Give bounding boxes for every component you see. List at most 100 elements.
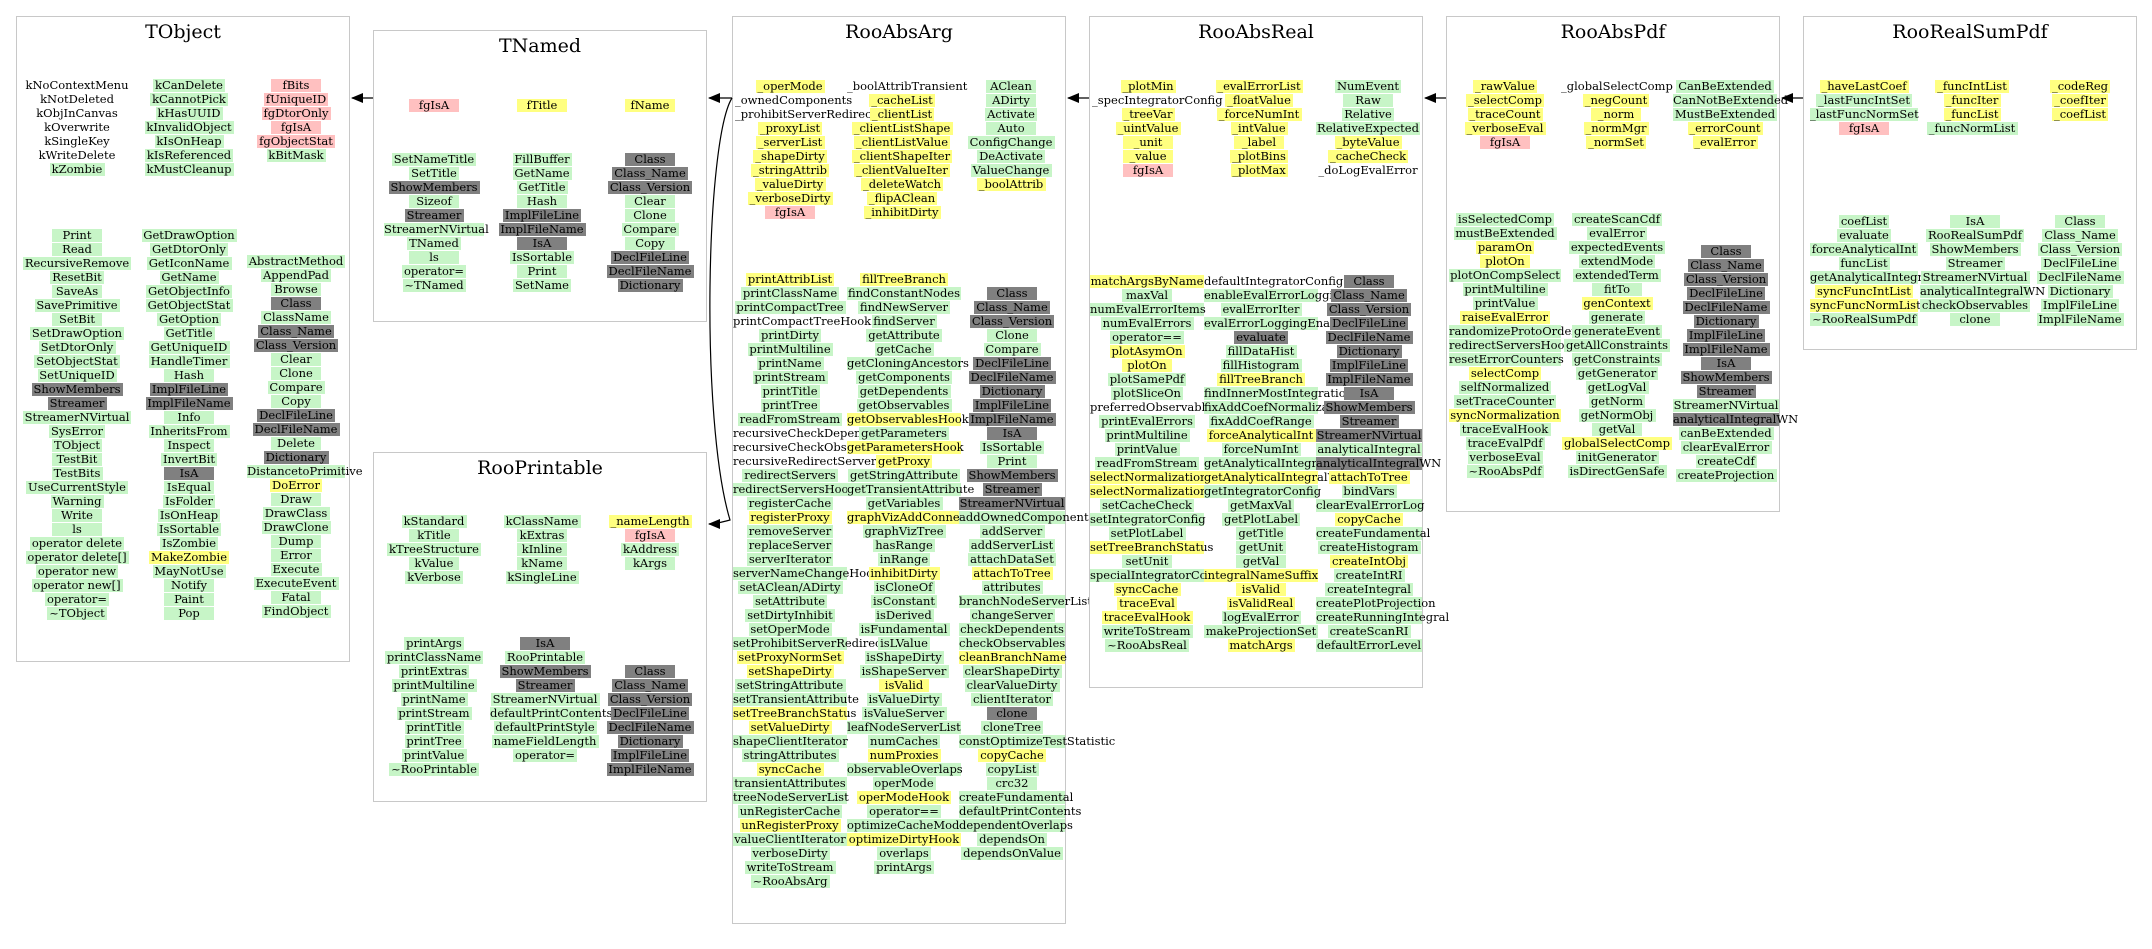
member-item: _floatValue — [1225, 94, 1293, 107]
member-item: createCdf — [1695, 454, 1757, 468]
member-item: attachDataSet — [968, 553, 1056, 566]
member-item: optimizeCacheMode — [847, 818, 967, 832]
member-item: _funcNormList — [1926, 122, 2018, 135]
member-item: DeclFileName — [2036, 271, 2124, 284]
member-item: Class_Name — [1688, 259, 1764, 272]
member-item: fTitle — [517, 99, 567, 112]
member-item: _normMgr — [1583, 121, 1649, 135]
member-item: FindObject — [261, 605, 331, 618]
member-item: printArgs — [874, 861, 934, 874]
member-group: coefList evaluate forceAnalyticalInt funcLi… — [1810, 215, 1955, 327]
member-item: selectComp — [1469, 366, 1541, 380]
member-item: printStream — [396, 706, 472, 720]
member-item: optimizeDirtyHook — [847, 832, 961, 846]
member-item: isDerived — [874, 608, 934, 622]
member-item: nameFieldLength — [491, 735, 599, 748]
member-item: setUnit — [1122, 555, 1172, 568]
member-item: IsZombie — [160, 536, 218, 550]
member-item: Clone — [987, 329, 1037, 342]
member-item: CanBeExtended — [1676, 80, 1774, 93]
member-item: kArgs — [625, 557, 675, 570]
member-item: kClassName — [503, 515, 581, 528]
member-item: kCannotPick — [150, 93, 228, 106]
member-item: ShowMembers — [31, 382, 123, 396]
member-item: operator== — [1110, 331, 1184, 344]
member-item: kExtras — [517, 529, 567, 542]
member-item: operator delete — [30, 536, 124, 550]
member-group: _evalErrorList _floatValue _forceNumInt _in… — [1204, 80, 1314, 178]
member-item: Clone — [271, 367, 321, 380]
class-title: RooRealSumPdf — [1892, 21, 2048, 43]
member-item: Clear — [271, 353, 321, 366]
member-item: syncFuncNormList — [1810, 298, 1921, 312]
member-item: Class — [625, 665, 675, 678]
member-item: createHistogram — [1317, 541, 1421, 554]
member-item: IsA — [987, 427, 1037, 440]
member-item: unRegisterCache — [738, 804, 842, 818]
member-item: ADirty — [986, 94, 1036, 107]
member-item: AbstractMethod — [247, 254, 345, 268]
member-item: _intValue — [1230, 121, 1288, 135]
member-item: _lastFuncIntSet — [1816, 94, 1912, 107]
member-item: initGenerator — [1575, 451, 1659, 464]
member-group: kCanDelete kCannotPick kHasUUID kInvalidObj… — [135, 79, 243, 177]
member-item: mustBeExtended — [1453, 226, 1557, 240]
member-item: getAttribute — [866, 329, 942, 342]
member-item: traceEvalHook — [1101, 611, 1193, 624]
member-item: _clientList — [870, 107, 934, 121]
member-item: _stringAttrib — [751, 163, 829, 177]
member-item: RelativeExpected — [1316, 121, 1420, 135]
member-group: kClassName kExtras kInline kName kSingleLine — [492, 515, 592, 585]
member-item: _funcList — [1943, 107, 2001, 121]
member-item: Class_Name — [2042, 229, 2118, 242]
member-item: ImplFileLine — [973, 398, 1051, 412]
member-item: clone — [1950, 313, 2000, 326]
member-item: crc32 — [987, 777, 1037, 790]
member-group: fName — [600, 99, 700, 113]
member-item: createRunningIntegral — [1316, 610, 1450, 624]
member-item: DeActivate — [977, 150, 1045, 163]
member-item: branchNodeServerList — [959, 594, 1092, 608]
member-item: expectedEvents — [1569, 240, 1665, 254]
member-item: SysError — [49, 424, 105, 438]
member-item: ImplFileLine — [1330, 358, 1408, 372]
arrow-rooabsarg-to-rooprintable — [708, 97, 733, 529]
member-item: stringAttributes — [741, 748, 839, 762]
member-group: _nameLength fgIsA kAddress kArgs — [600, 515, 700, 571]
member-item: evalErrorIter — [1220, 302, 1302, 316]
member-item: _inhibitDirty — [863, 205, 941, 219]
member-item: traceEvalPdf — [1465, 436, 1545, 450]
member-item: defaultErrorLevel — [1316, 638, 1422, 652]
member-item: createScanRI — [1327, 625, 1411, 638]
member-item: printEvalErrors — [1099, 415, 1195, 428]
member-item: setShapeDirty — [746, 664, 834, 678]
member-item: createIntObj — [1330, 555, 1408, 568]
member-item: Class — [1701, 245, 1751, 258]
member-item: GetDrawOption — [141, 228, 237, 242]
member-item: kStandard — [401, 515, 467, 528]
member-item: ls — [409, 251, 459, 264]
member-item: hasRange — [873, 539, 935, 552]
member-group: Class Class_Name Class_Version DeclFileLine… — [2030, 215, 2130, 327]
member-item: printExtras — [399, 664, 469, 678]
member-item: clearValueDirty — [964, 679, 1060, 692]
member-item: Copy — [625, 237, 675, 250]
member-item: cleanBranchName — [959, 650, 1067, 664]
member-item: Class_Version — [970, 314, 1054, 328]
member-item: Dump — [271, 535, 321, 548]
member-group: Class Class_Name Class_Version DeclFileLine… — [1673, 245, 1798, 483]
member-item: recursiveRedirectServers — [733, 454, 883, 468]
member-item: ImplFileLine — [1687, 328, 1765, 342]
member-item: printMultiline — [747, 342, 833, 356]
member-item: ShowMembers — [388, 180, 480, 194]
member-item: _plotMax — [1230, 163, 1288, 177]
member-item: getTransientAttribute — [847, 482, 975, 496]
member-item: ~RooAbsArg — [750, 875, 830, 888]
member-item: defaultPrintStyle — [493, 720, 597, 734]
member-item: _byteValue — [1334, 135, 1402, 149]
member-item: clientIterator — [971, 692, 1053, 706]
member-item: kInvalidObject — [144, 120, 234, 134]
member-item: getAnalyticalIntegral — [1204, 456, 1328, 470]
member-item: ClassName — [261, 311, 331, 324]
member-group: defaultIntegratorConfig enableEvalErrorLo… — [1204, 275, 1355, 653]
